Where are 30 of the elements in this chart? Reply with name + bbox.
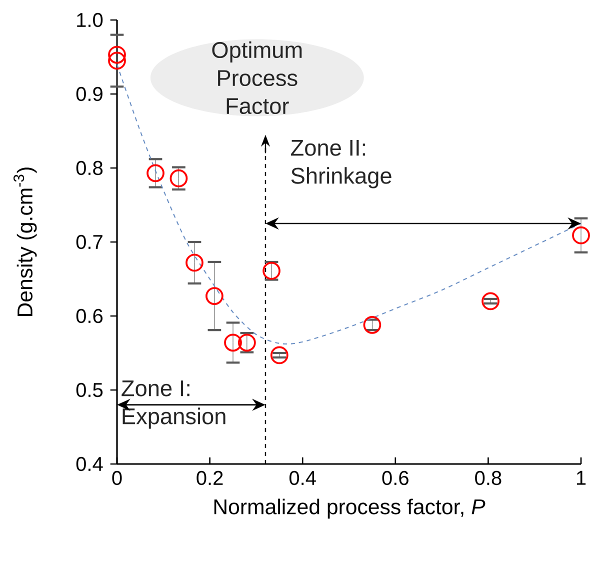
y-tick-label: 0.9 (76, 86, 102, 102)
point (572, 226, 590, 244)
point (108, 46, 126, 64)
y-tick-label: 0.5 (76, 382, 103, 398)
x-tick-label: 0.8 (475, 470, 502, 486)
y-tick-label: 0.8 (76, 160, 103, 176)
point (224, 334, 242, 352)
point (186, 254, 204, 272)
point (363, 316, 382, 334)
point (482, 292, 500, 310)
y-tick-label: 1.0 (77, 12, 103, 28)
x-tick-label: 0 (112, 470, 122, 486)
point (170, 169, 188, 188)
line-series (116, 64, 582, 344)
point (108, 52, 126, 70)
x-tick-label: 1 (576, 470, 586, 485)
y-tick-label: 0.4 (76, 456, 103, 472)
x-tick-label: 0.4 (289, 470, 316, 486)
x-tick-label: 0.6 (382, 470, 408, 486)
y-tick-label: 0.6 (76, 308, 103, 324)
x-tick-label: 0.2 (196, 470, 223, 486)
point (146, 164, 164, 182)
point (270, 346, 288, 364)
annotation: Optimum Process Factor (212, 41, 302, 114)
y-axis-title: Density (g.cm$^{-3}$) (14, 168, 37, 316)
point (206, 287, 224, 305)
annotation: Zone II: Shrinkage (290, 140, 392, 188)
y-tick-label: 0.7 (76, 234, 102, 250)
annotation: Zone I: Expansion (122, 380, 226, 429)
x-axis-title: Normalized process factor, P (214, 498, 486, 519)
